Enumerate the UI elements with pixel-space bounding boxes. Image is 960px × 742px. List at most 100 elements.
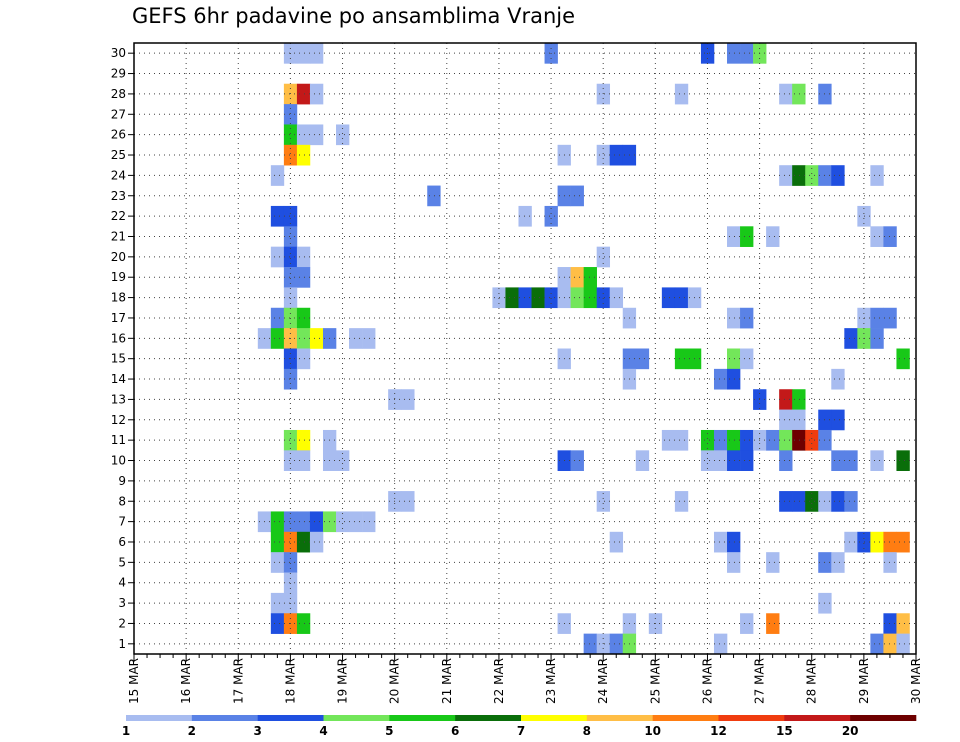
legend-label: 20 bbox=[842, 724, 859, 738]
heatmap-cell bbox=[270, 511, 285, 533]
legend-label: 2 bbox=[188, 724, 196, 738]
heatmap-cell bbox=[883, 633, 897, 655]
heatmap-cell bbox=[700, 429, 715, 451]
heatmap-cell bbox=[336, 450, 350, 471]
heatmap-cell bbox=[727, 226, 741, 247]
heatmap-cell bbox=[792, 389, 806, 410]
heatmap-cell bbox=[727, 368, 741, 390]
heatmap-cell bbox=[283, 511, 298, 533]
legend-swatch bbox=[389, 715, 456, 721]
heatmap-cell bbox=[700, 450, 715, 471]
heatmap-cell bbox=[270, 246, 285, 268]
y-tick-label: 24 bbox=[111, 168, 126, 182]
heatmap-cell bbox=[674, 429, 689, 451]
heatmap-cell bbox=[283, 572, 298, 594]
heatmap-cell bbox=[844, 531, 858, 553]
heatmap-cell bbox=[296, 43, 311, 64]
legend-label: 8 bbox=[583, 724, 591, 738]
heatmap-cell bbox=[518, 287, 532, 309]
x-tick-label: 27 MAR bbox=[753, 658, 767, 704]
heatmap-cell bbox=[740, 226, 754, 247]
heatmap-cell bbox=[296, 348, 311, 370]
y-tick-label: 16 bbox=[111, 331, 126, 345]
heatmap-cell bbox=[518, 205, 532, 227]
heatmap-cell bbox=[349, 328, 363, 349]
heatmap-cell bbox=[792, 409, 806, 431]
x-tick-label: 30 MAR bbox=[909, 658, 923, 704]
heatmap-cell bbox=[270, 613, 285, 634]
y-tick-label: 27 bbox=[111, 107, 126, 121]
heatmap-cell bbox=[805, 165, 819, 186]
heatmap-cell bbox=[792, 83, 806, 105]
heatmap-cell bbox=[831, 368, 845, 390]
heatmap-cell bbox=[740, 613, 754, 634]
heatmap-cell bbox=[779, 450, 793, 471]
heatmap-cell bbox=[831, 552, 845, 573]
x-tick-label: 16 MAR bbox=[179, 658, 193, 704]
x-tick-label: 29 MAR bbox=[857, 658, 871, 704]
heatmap-cell bbox=[740, 429, 754, 451]
legend-swatch bbox=[652, 715, 719, 721]
legend-swatch bbox=[718, 715, 785, 721]
y-tick-label: 25 bbox=[111, 148, 126, 162]
legend-swatch bbox=[784, 715, 851, 721]
heatmap-cell bbox=[792, 429, 806, 451]
heatmap-cell bbox=[283, 368, 298, 390]
heatmap-cell bbox=[270, 165, 285, 186]
heatmap-cell bbox=[609, 287, 624, 309]
heatmap-cell bbox=[727, 429, 741, 451]
y-tick-label: 22 bbox=[111, 209, 126, 223]
heatmap-cell bbox=[870, 307, 884, 329]
legend-swatch bbox=[126, 715, 193, 721]
heatmap-cell bbox=[740, 43, 754, 64]
y-tick-label: 5 bbox=[118, 555, 126, 569]
heatmap-cell bbox=[844, 450, 858, 471]
heatmap-cell bbox=[740, 450, 754, 471]
heatmap-cell bbox=[309, 328, 324, 349]
y-tick-label: 21 bbox=[111, 229, 126, 243]
x-tick-label: 23 MAR bbox=[544, 658, 558, 704]
y-tick-label: 30 bbox=[111, 46, 126, 60]
x-tick-label: 24 MAR bbox=[596, 658, 610, 704]
heatmap-cell bbox=[779, 83, 793, 105]
y-tick-label: 9 bbox=[118, 474, 126, 488]
x-tick-label: 22 MAR bbox=[492, 658, 506, 704]
y-tick-label: 6 bbox=[118, 535, 126, 549]
legend-label: 7 bbox=[517, 724, 525, 738]
heatmap-cell bbox=[779, 389, 793, 410]
heatmap-cell bbox=[270, 328, 285, 349]
heatmap-cell bbox=[596, 491, 611, 512]
heatmap-cell bbox=[309, 83, 324, 105]
heatmap-cell bbox=[296, 429, 311, 451]
heatmap-cell bbox=[844, 491, 858, 512]
y-tick-label: 20 bbox=[111, 250, 126, 264]
heatmap-cell bbox=[727, 348, 741, 370]
heatmap-cell bbox=[309, 531, 324, 553]
heatmap-cell bbox=[283, 104, 298, 125]
heatmap-cell bbox=[792, 491, 806, 512]
heatmap-cell bbox=[283, 124, 298, 146]
heatmap-cell bbox=[779, 165, 793, 186]
heatmap-cell bbox=[870, 450, 884, 471]
heatmap-cell bbox=[544, 205, 558, 227]
y-tick-label: 23 bbox=[111, 189, 126, 203]
legend-swatch bbox=[323, 715, 390, 721]
heatmap-cell bbox=[896, 633, 910, 655]
heatmap-cell bbox=[296, 124, 311, 146]
heatmap-cell bbox=[870, 165, 884, 186]
y-tick-label: 14 bbox=[111, 372, 126, 386]
heatmap-cell bbox=[283, 552, 298, 573]
heatmap-cell bbox=[283, 83, 298, 105]
heatmap-cell bbox=[570, 185, 584, 207]
heatmap-cell bbox=[713, 429, 728, 451]
legend-label: 3 bbox=[253, 724, 261, 738]
heatmap-cell bbox=[713, 633, 728, 655]
heatmap-cell bbox=[596, 246, 611, 268]
y-tick-label: 28 bbox=[111, 87, 126, 101]
heatmap-cell bbox=[635, 348, 650, 370]
y-tick-label: 29 bbox=[111, 67, 126, 81]
heatmap-cell bbox=[505, 287, 519, 309]
legend-label: 4 bbox=[319, 724, 327, 738]
legend-label: 15 bbox=[776, 724, 793, 738]
